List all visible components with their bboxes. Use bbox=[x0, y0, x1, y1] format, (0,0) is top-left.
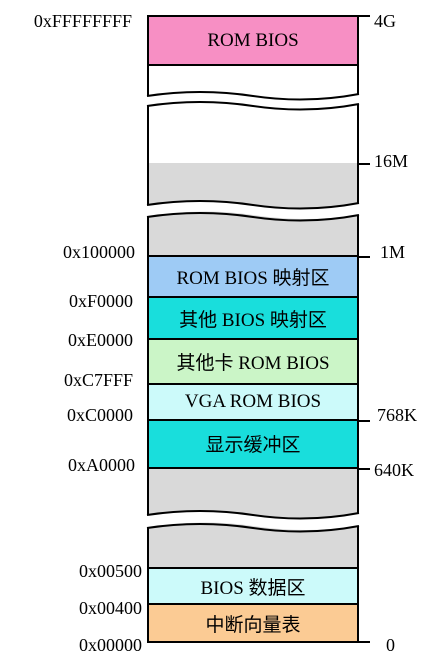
region-vga-rom: VGA ROM BIOS bbox=[147, 385, 359, 421]
size-640k: 640K bbox=[374, 460, 414, 480]
break-mark-upper-2 bbox=[146, 200, 360, 222]
address-top: 0xFFFFFFFF bbox=[33, 11, 132, 31]
size-768k: 768K bbox=[377, 405, 417, 425]
region-vga-rom-label: VGA ROM BIOS bbox=[184, 391, 322, 412]
break-mark-lower bbox=[146, 510, 360, 533]
region-rom-bios-map: ROM BIOS 映射区 bbox=[147, 257, 359, 298]
address-00400: 0x00400 bbox=[79, 598, 142, 618]
tick-1m bbox=[358, 256, 370, 258]
region-interrupt-vector: 中断向量表 bbox=[147, 605, 359, 643]
address-e0000: 0xE0000 bbox=[68, 330, 133, 350]
tick-0 bbox=[358, 641, 370, 643]
size-4g: 4G bbox=[374, 11, 396, 31]
region-other-bios-map: 其他 BIOS 映射区 bbox=[147, 298, 359, 340]
size-0: 0 bbox=[386, 635, 395, 655]
address-c0000: 0xC0000 bbox=[66, 405, 133, 425]
region-display-buffer-label: 显示缓冲区 bbox=[205, 435, 301, 456]
tick-16m bbox=[358, 163, 370, 165]
address-00000: 0x00000 bbox=[79, 635, 142, 655]
region-rom-bios-map-label: ROM BIOS 映射区 bbox=[176, 268, 330, 289]
region-bios-data: BIOS 数据区 bbox=[147, 569, 359, 605]
region-interrupt-vector-label: 中断向量表 bbox=[205, 614, 301, 636]
break-mark-upper-1 bbox=[146, 91, 360, 111]
region-other-card-rom: 其他卡 ROM BIOS bbox=[147, 340, 359, 385]
address-100000: 0x100000 bbox=[63, 242, 135, 262]
address-f0000: 0xF0000 bbox=[68, 291, 133, 311]
region-rom-bios-top: ROM BIOS bbox=[147, 15, 359, 66]
tick-768k bbox=[358, 420, 370, 422]
region-display-buffer: 显示缓冲区 bbox=[147, 421, 359, 469]
address-00500: 0x00500 bbox=[79, 561, 142, 581]
tick-4g bbox=[358, 15, 370, 17]
address-c7fff: 0xC7FFF bbox=[63, 370, 133, 390]
tick-640k bbox=[358, 468, 370, 470]
region-bios-data-label: BIOS 数据区 bbox=[200, 577, 306, 599]
address-a0000: 0xA0000 bbox=[68, 455, 135, 475]
size-1m: 1M bbox=[380, 242, 406, 262]
region-rom-bios-top-label: ROM BIOS bbox=[207, 29, 299, 51]
region-empty-upper-white bbox=[147, 66, 359, 163]
size-16m: 16M bbox=[374, 151, 409, 171]
region-other-card-rom-label: 其他卡 ROM BIOS bbox=[176, 353, 330, 374]
region-other-bios-map-label: 其他 BIOS 映射区 bbox=[179, 309, 327, 331]
